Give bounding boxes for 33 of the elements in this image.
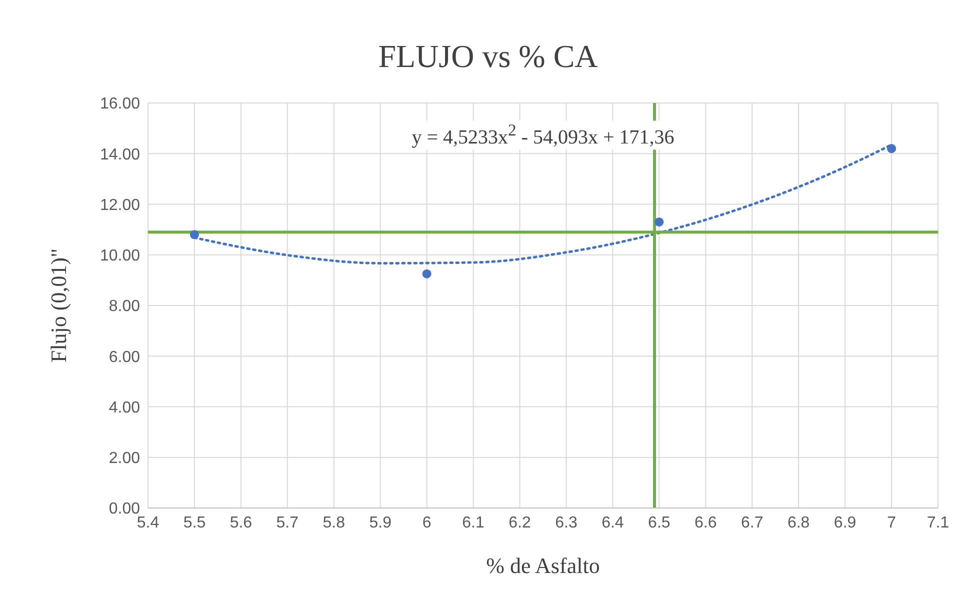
x-tick-label: 5.6 — [230, 514, 252, 532]
point — [887, 144, 896, 154]
x-tick-label: 6.5 — [648, 514, 670, 532]
y-tick-label: 10.00 — [100, 248, 140, 265]
x-tick-label: 6.3 — [555, 514, 578, 532]
x-tick-label: 6.2 — [508, 514, 531, 532]
x-tick-label: 6 — [422, 514, 432, 532]
x-tick-label: 5.8 — [322, 514, 346, 532]
x-tick-label: 5.5 — [183, 514, 206, 532]
annotation: y = 4,5233x$^{2}$ - 54,093x + 171,36 — [410, 120, 676, 150]
y-tick-label: 16.00 — [100, 96, 140, 113]
x-tick-label: 5.9 — [369, 514, 392, 532]
point — [190, 230, 199, 240]
point — [422, 269, 432, 278]
x-tick-label: 6.9 — [834, 514, 856, 532]
x-tick-label: 6.8 — [787, 514, 810, 532]
y-tick-label: 4.00 — [108, 399, 140, 416]
x-tick-label: 7 — [887, 514, 896, 532]
x-tick-label: 6.6 — [694, 514, 717, 532]
x-tick-label: 5.7 — [276, 514, 299, 532]
y-tick-label: 12.00 — [100, 196, 140, 214]
y-tick-label: 8.00 — [108, 298, 140, 316]
y-axis-title: Flujo (0,01)" — [46, 248, 71, 363]
y-tick-label: 6.00 — [108, 348, 140, 366]
point — [654, 217, 664, 226]
y-tick-label: 2.00 — [108, 450, 140, 468]
x-tick-label: 6.4 — [602, 514, 624, 532]
x-tick-label: 6.1 — [462, 514, 485, 532]
chart-title: FLUJO vs % CA — [377, 38, 599, 75]
x-tick-label: 6.7 — [740, 514, 764, 532]
x-axis-title: % de Asfalto — [486, 553, 600, 578]
x-tick-label: 7.1 — [926, 514, 950, 532]
y-tick-label: 14.00 — [100, 146, 140, 164]
